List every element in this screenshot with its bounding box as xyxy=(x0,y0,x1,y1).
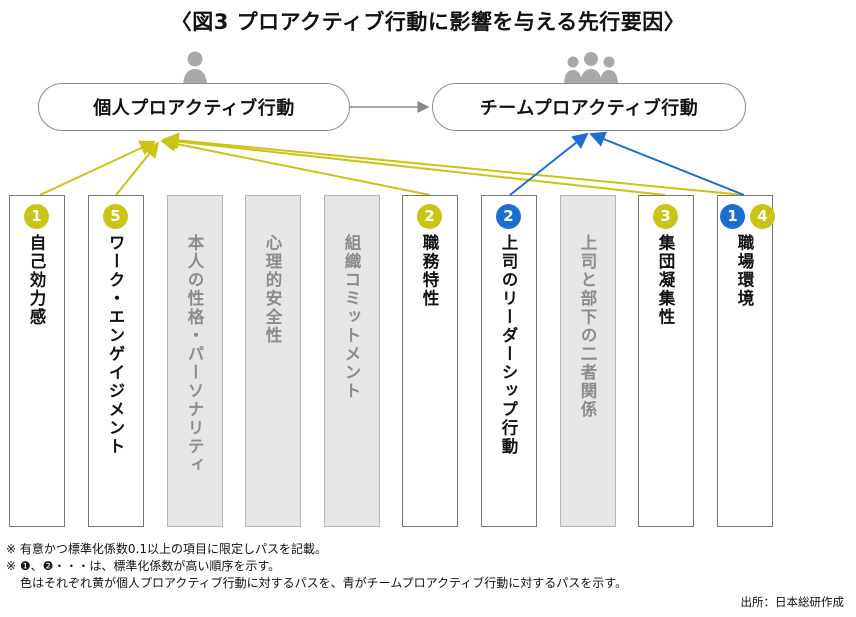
factor-box: 5 ワーク・エンゲイジメント xyxy=(88,195,144,527)
rank-badge: 1 xyxy=(24,204,49,229)
rank-badge: 4 xyxy=(750,204,775,229)
factor-label: 上司と部下の二者関係 xyxy=(578,234,597,419)
factor-label: 上司のリーダーシップ行動 xyxy=(499,234,518,456)
figure-title: 〈図3 プロアクティブ行動に影響を与える先行要因〉 xyxy=(170,10,686,34)
factor-label: 集団凝集性 xyxy=(656,234,675,327)
path-job-characteristics xyxy=(160,135,431,196)
factor-box: 2 上司のリーダーシップ行動 xyxy=(481,195,537,527)
factor-label: 本人の性格・パーソナリティ xyxy=(185,234,204,475)
path-workplace-team xyxy=(589,131,745,196)
individual-proactive-label: 個人プロアクティブ行動 xyxy=(93,98,295,119)
rank-badge: 5 xyxy=(103,204,128,229)
factor-box: 2 職務特性 xyxy=(402,195,458,527)
path-group-cohesion xyxy=(162,133,666,196)
footnote-2: ※ ❶、❷・・・は、標準化係数が高い順序を示す。 xyxy=(6,559,281,573)
path-work-engagement xyxy=(115,141,160,196)
team-proactive-label: チームプロアクティブ行動 xyxy=(479,98,699,119)
source-credit: 出所：日本総研作成 xyxy=(740,595,845,609)
factor-box: 組織コミットメント xyxy=(324,195,380,527)
factor-box: 上司と部下の二者関係 xyxy=(560,195,616,527)
individual-proactive-node: 個人プロアクティブ行動 xyxy=(38,83,350,131)
rank-badge: 2 xyxy=(496,204,521,229)
footnote-1: ※ 有意かつ標準化係数0.1以上の項目に限定しパスを記載。 xyxy=(6,542,327,556)
factor-label: 心理的安全性 xyxy=(263,234,282,345)
path-workplace-individual xyxy=(163,132,745,196)
rank-badge: 1 xyxy=(720,204,745,229)
factor-label: 職務特性 xyxy=(420,234,439,308)
factor-label: ワーク・エンゲイジメント xyxy=(106,234,125,456)
factor-box: 本人の性格・パーソナリティ xyxy=(167,195,223,527)
team-proactive-node: チームプロアクティブ行動 xyxy=(432,83,746,131)
path-self-efficacy xyxy=(39,140,156,196)
rank-badge: 3 xyxy=(653,204,678,229)
factor-box: 心理的安全性 xyxy=(245,195,301,527)
factor-box: 3 集団凝集性 xyxy=(638,195,694,527)
rank-badge: 2 xyxy=(417,204,442,229)
factor-label: 自己効力感 xyxy=(27,234,46,327)
factor-box: 1 4 職場環境 xyxy=(717,195,775,527)
path-leadership-team xyxy=(509,132,589,196)
footnotes: ※ 有意かつ標準化係数0.1以上の項目に限定しパスを記載。 ※ ❶、❷・・・は、… xyxy=(6,541,627,592)
factor-label: 職場環境 xyxy=(735,234,754,308)
factor-label: 組織コミットメント xyxy=(342,234,361,401)
factor-box: 1 自己効力感 xyxy=(9,195,65,527)
footnote-3: 色はそれぞれ黄が個人プロアクティブ行動に対するパスを、青がチームプロアクティブ行… xyxy=(20,576,628,590)
